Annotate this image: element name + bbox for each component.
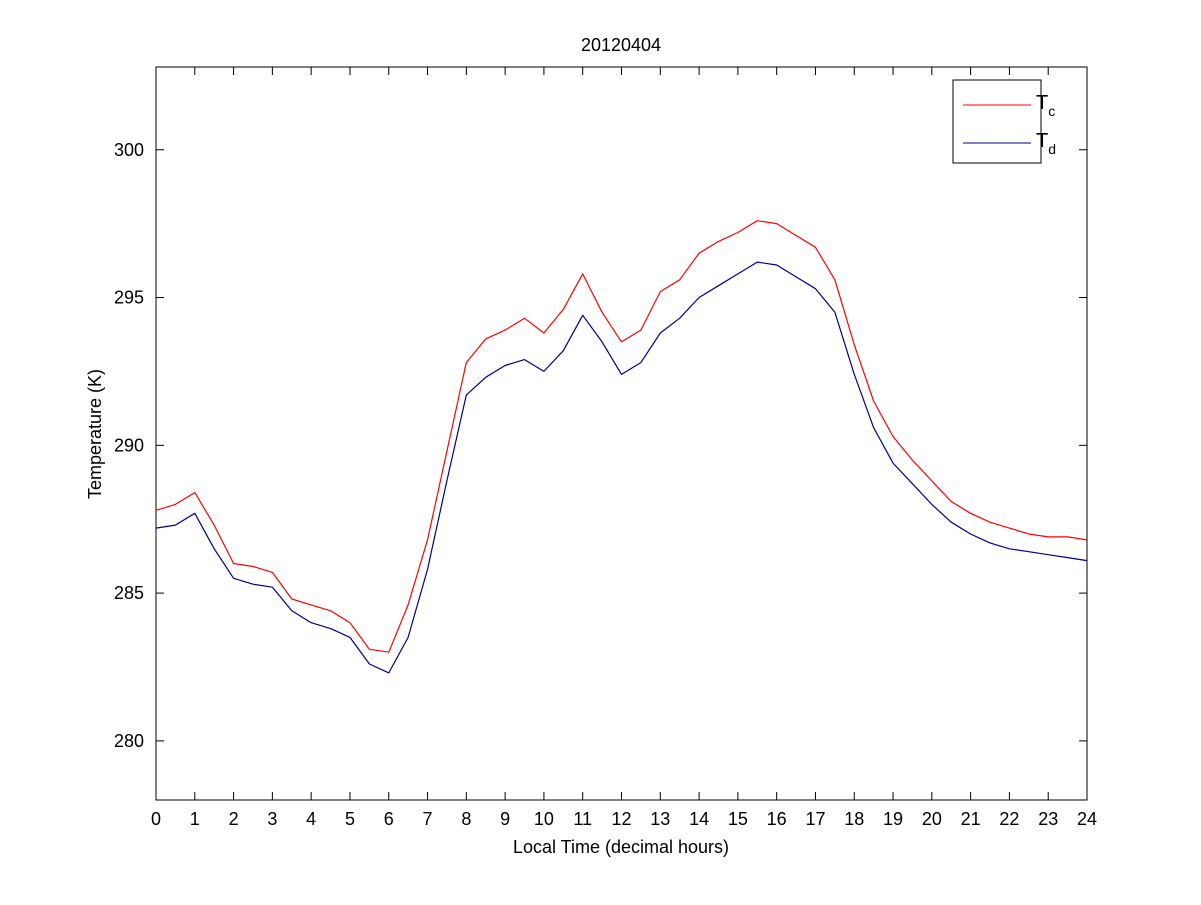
chart-title: 20120404 <box>581 35 661 55</box>
y-tick-label-2: 290 <box>114 435 144 455</box>
legend: Tc Td <box>952 79 1056 164</box>
x-tick-label-2: 2 <box>229 809 239 829</box>
axes-box <box>155 66 1088 801</box>
x-tick-label-20: 20 <box>922 809 942 829</box>
x-tick-label-13: 13 <box>650 809 670 829</box>
y-tick-label-0: 280 <box>114 731 144 751</box>
x-tick-label-9: 9 <box>500 809 510 829</box>
y-tick-label-4: 300 <box>114 140 144 160</box>
x-tick-label-22: 22 <box>999 809 1019 829</box>
x-tick-label-24: 24 <box>1077 809 1097 829</box>
x-tick-label-15: 15 <box>728 809 748 829</box>
series-line-td <box>155 261 1088 674</box>
x-tick-label-1: 1 <box>190 809 200 829</box>
plot-area: 0 1 2 3 4 5 6 7 8 9 10 11 12 13 14 15 16 17 18 19 20 21 22 23 24… <box>114 66 1097 829</box>
x-tick-label-5: 5 <box>345 809 355 829</box>
x-tick-label-14: 14 <box>689 809 709 829</box>
x-tick-label-18: 18 <box>844 809 864 829</box>
x-tick-label-23: 23 <box>1038 809 1058 829</box>
x-tick-label-19: 19 <box>883 809 903 829</box>
y-axis-label: Temperature (K) <box>85 369 105 499</box>
x-tick-label-7: 7 <box>423 809 433 829</box>
y-tick-label-1: 285 <box>114 583 144 603</box>
x-tick-label-11: 11 <box>573 809 592 829</box>
x-tick-label-10: 10 <box>534 809 554 829</box>
x-axis-label: Local Time (decimal hours) <box>513 837 729 857</box>
legend-label-tc: Tc <box>1036 92 1055 119</box>
x-tick-label-4: 4 <box>306 809 316 829</box>
legend-box <box>952 79 1042 164</box>
x-tick-label-21: 21 <box>961 809 981 829</box>
x-tick-label-16: 16 <box>767 809 787 829</box>
y-tick-label-3: 295 <box>114 288 144 308</box>
x-tick-label-3: 3 <box>267 809 277 829</box>
x-tick-label-17: 17 <box>805 809 825 829</box>
x-tick-label-0: 0 <box>151 809 161 829</box>
x-tick-label-6: 6 <box>384 809 394 829</box>
series-line-tc <box>155 220 1088 653</box>
x-tick-label-8: 8 <box>461 809 471 829</box>
legend-label-td: Td <box>1036 130 1056 157</box>
x-tick-label-12: 12 <box>611 809 631 829</box>
